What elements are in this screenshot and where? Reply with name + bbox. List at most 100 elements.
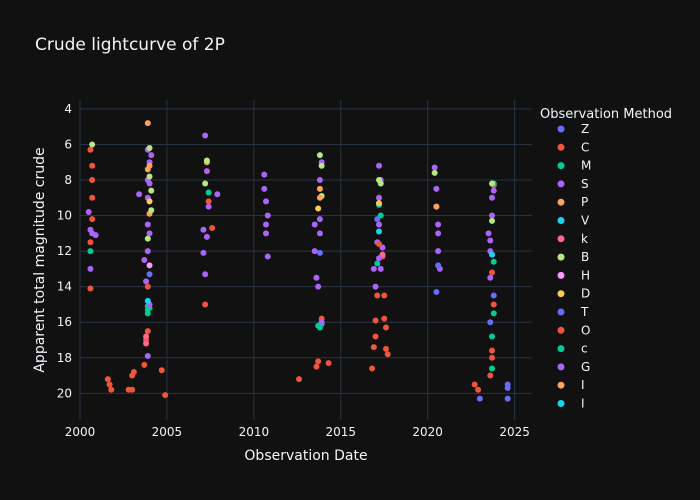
data-point bbox=[504, 395, 511, 402]
legend-marker bbox=[557, 125, 565, 133]
data-point bbox=[315, 322, 322, 329]
data-point bbox=[313, 274, 320, 281]
legend-item-label: G bbox=[581, 360, 590, 374]
data-point bbox=[130, 369, 137, 375]
data-point bbox=[377, 180, 384, 187]
data-point bbox=[374, 260, 381, 267]
legend-item-label: P bbox=[581, 195, 588, 209]
data-point bbox=[202, 180, 209, 187]
data-point bbox=[89, 216, 96, 223]
data-point bbox=[376, 221, 383, 228]
legend-marker bbox=[557, 363, 565, 371]
x-axis-title: Observation Date bbox=[244, 448, 367, 464]
data-point bbox=[316, 177, 323, 183]
data-point bbox=[129, 386, 136, 393]
data-point bbox=[144, 248, 151, 255]
legend-marker bbox=[557, 235, 565, 243]
grid-lines bbox=[79, 100, 532, 420]
data-point bbox=[311, 221, 318, 228]
data-point bbox=[376, 162, 383, 169]
data-point bbox=[475, 386, 482, 393]
data-point bbox=[87, 146, 94, 153]
data-point bbox=[490, 187, 497, 194]
data-point bbox=[202, 271, 209, 278]
data-point bbox=[504, 385, 511, 391]
data-point bbox=[374, 292, 381, 299]
data-point bbox=[146, 262, 153, 269]
data-point bbox=[264, 212, 271, 219]
data-point bbox=[148, 187, 155, 194]
data-point bbox=[106, 381, 113, 388]
data-point bbox=[200, 226, 207, 233]
data-point bbox=[381, 292, 388, 299]
legend-item-label: B bbox=[581, 250, 589, 264]
x-tick-label: 2025 bbox=[499, 425, 530, 439]
data-point bbox=[144, 353, 151, 359]
data-point bbox=[435, 230, 442, 237]
data-point bbox=[87, 239, 94, 246]
data-point bbox=[435, 262, 442, 269]
data-point bbox=[144, 306, 151, 313]
data-point bbox=[325, 360, 332, 367]
legend-marker bbox=[557, 290, 565, 298]
data-point bbox=[313, 363, 320, 370]
data-point bbox=[202, 301, 209, 308]
data-point bbox=[431, 169, 438, 176]
data-point bbox=[205, 198, 212, 205]
data-point bbox=[384, 351, 391, 358]
legend-marker bbox=[557, 308, 565, 316]
data-point bbox=[433, 203, 440, 210]
data-point bbox=[381, 315, 388, 322]
legend-marker bbox=[557, 271, 565, 279]
data-point bbox=[203, 168, 210, 175]
legend-item-label: I bbox=[581, 378, 585, 392]
y-tick-label: 10 bbox=[57, 209, 72, 223]
data-point bbox=[487, 319, 494, 326]
data-point bbox=[146, 145, 153, 151]
data-point bbox=[382, 345, 389, 352]
y-tick-label: 18 bbox=[57, 351, 72, 365]
data-point bbox=[141, 361, 148, 368]
data-point bbox=[311, 248, 318, 255]
data-point bbox=[489, 251, 496, 258]
legend-marker bbox=[557, 180, 565, 188]
data-point bbox=[315, 358, 322, 365]
data-point bbox=[205, 203, 212, 210]
data-point bbox=[209, 225, 216, 231]
data-point bbox=[490, 258, 497, 265]
data-point bbox=[144, 283, 151, 290]
data-point bbox=[376, 241, 383, 247]
data-point bbox=[146, 180, 153, 187]
data-point bbox=[318, 162, 325, 169]
legend-item-label: C bbox=[581, 140, 589, 154]
data-point bbox=[104, 376, 111, 383]
data-point bbox=[87, 265, 94, 272]
data-point bbox=[89, 194, 96, 201]
y-axis-title: Apparent total magnitude crude bbox=[32, 147, 48, 372]
x-tick-labels: 2000 2005 2010 2015 2020 2025 bbox=[65, 425, 530, 439]
legend-item-label: V bbox=[581, 214, 590, 228]
data-point bbox=[144, 221, 151, 228]
data-point bbox=[144, 297, 151, 304]
data-point bbox=[263, 198, 270, 205]
x-tick-label: 2020 bbox=[412, 425, 443, 439]
data-point bbox=[489, 365, 496, 372]
data-point bbox=[489, 217, 496, 224]
data-point bbox=[376, 255, 383, 262]
plot-area bbox=[80, 100, 532, 420]
data-point bbox=[487, 237, 494, 244]
data-point bbox=[377, 212, 384, 219]
data-point bbox=[487, 274, 494, 281]
data-point bbox=[146, 173, 153, 180]
data-point bbox=[315, 205, 322, 212]
data-point bbox=[433, 289, 440, 295]
data-point bbox=[372, 333, 379, 340]
y-tick-label: 12 bbox=[57, 244, 72, 258]
data-point bbox=[263, 230, 270, 237]
legend-item-label: Z bbox=[581, 122, 589, 136]
legend-marker bbox=[557, 326, 565, 334]
chart-title: Crude lightcurve of 2P bbox=[35, 35, 225, 55]
data-point bbox=[435, 248, 442, 255]
